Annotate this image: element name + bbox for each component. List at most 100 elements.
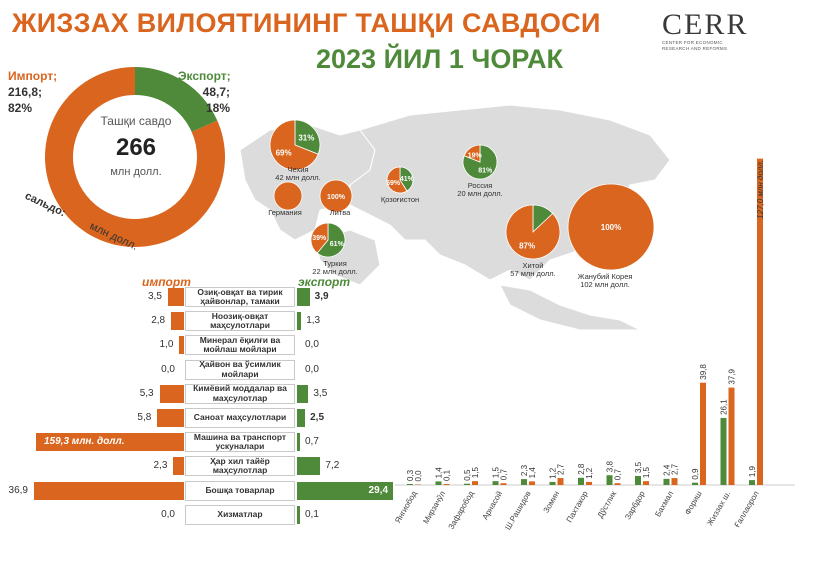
district-import-bar [643, 481, 649, 485]
district-export-bar [663, 478, 670, 485]
commodity-export-bar [297, 409, 306, 427]
country-pie-3: 100% Литва [319, 179, 353, 217]
district-export-bar [435, 481, 442, 485]
country-pie-export-label: 81% [478, 168, 493, 175]
district-export-bar [606, 475, 613, 485]
map-asia [349, 104, 671, 281]
country-pie-import-slice [567, 183, 655, 271]
district-import-bar [700, 382, 706, 485]
district-import-bar [757, 158, 763, 486]
district-export-value: 1,2 [549, 467, 558, 479]
commodity-import-big-value: 159,3 млн. долл. [44, 436, 125, 448]
country-pie-export-label: 61% [330, 241, 345, 248]
commodity-category: Машина ва транспорт ускуналари [185, 432, 295, 453]
commodity-import-bar [173, 457, 184, 476]
district-export-bar [578, 477, 584, 485]
country-pie-export-slice [316, 222, 346, 258]
district-name: Зарбдор [623, 489, 647, 521]
district-import-bar [415, 484, 421, 485]
country-name: Қозоғистон [381, 195, 419, 204]
commodity-export-value: 0,1 [305, 508, 319, 520]
district-import-bar [472, 481, 478, 485]
country-pie-import-slice [463, 144, 481, 163]
district-export-value: 1,4 [435, 467, 444, 479]
export-column-header: экспорт [298, 275, 351, 289]
commodity-export-value: 0,7 [305, 436, 319, 448]
export-summary-label: Экспорт; [178, 69, 231, 83]
commodity-import-bar [157, 409, 184, 427]
district-max-value: 127,0 млн долл. [756, 160, 765, 219]
page-title: ЖИЗЗАХ ВИЛОЯТИНИНГ ТАШҚИ САВДОСИ [12, 8, 601, 38]
commodity-import-value: 2,3 [153, 460, 168, 472]
commodity-category: Ҳар хил тайёр маҳсулотлар [185, 456, 295, 477]
import-summary-value: 216,8; [8, 85, 43, 99]
country-pie-import-label: 39% [312, 235, 327, 242]
district-name: Дўстлик [596, 489, 619, 520]
country-pie-import-label: 59% [386, 180, 401, 187]
district-import-value: 0,7 [500, 469, 509, 481]
district-export-bar [521, 479, 527, 485]
commodity-export-value: 0,0 [305, 339, 319, 351]
commodity-export-bar [297, 481, 393, 500]
district-import-value: 1,4 [528, 467, 537, 479]
district-export-value: 0,3 [406, 469, 415, 481]
district-import-value: 2,7 [671, 463, 680, 475]
export-summary-value: 48,7; [202, 85, 230, 99]
cerr-logo: CERR CENTER FOR ECONOMIC RESEARCH AND RE… [662, 10, 792, 52]
commodity-category: Саноат маҳсулотлари [185, 408, 295, 428]
district-import-value: 0,7 [614, 469, 623, 481]
country-pie-import-label: 87% [519, 242, 535, 251]
district-group: 26,1 37,9 Жиззах ш. [705, 368, 736, 527]
commodity-category: Бошқа товарлар [185, 480, 295, 501]
commodity-import-value: 5,8 [137, 412, 152, 423]
district-name: Пахтакор [565, 489, 590, 524]
district-export-value: 3,8 [606, 461, 615, 473]
country-pie-export-label: 41% [400, 176, 415, 183]
commodity-import-value: 0,0 [161, 363, 175, 375]
district-import-value: 2,7 [557, 463, 566, 475]
country-name: Жанубий Корея [578, 272, 633, 281]
country-amount: 57 млн долл. [510, 269, 555, 278]
district-export-value: 1,5 [492, 466, 501, 478]
district-export-value: 2,3 [520, 464, 529, 476]
district-export-bar [692, 482, 698, 485]
district-group: 1,5 0,7 Арнасой [481, 466, 509, 521]
country-pie-5: 41%59% Қозоғистон [381, 166, 419, 204]
commodity-import-bar [36, 433, 184, 452]
country-pie-export-slice [294, 119, 321, 155]
commodity-category: Хизматлар [185, 504, 295, 525]
map-sea-asia [499, 284, 641, 330]
commodity-import-value: 1,0 [159, 339, 174, 351]
district-name: Зомин [542, 490, 562, 515]
commodity-export-value: 0,0 [305, 363, 319, 375]
country-amount: 22 млн долл. [312, 267, 357, 276]
country-pie-import-label: 19% [468, 152, 483, 159]
commodity-category: Ҳайвон ва ўсимлик мойлари [185, 359, 295, 380]
district-group: 1,2 2,7 Зомин [542, 463, 566, 514]
import-summary: Импорт; 216,8; 82% [8, 68, 57, 116]
district-group: 2,8 1,2 Пахтакор [565, 463, 594, 524]
district-group: 0,3 0,0 Янгиобод [395, 469, 423, 524]
district-export-bar [492, 481, 499, 485]
logo-sub2: RESEARCH AND REFORMS [662, 46, 728, 51]
donut-center-unit: млн долл. [110, 166, 162, 178]
country-amount: 42 млн долл. [275, 173, 320, 182]
logo-sub1: CENTER FOR ECONOMIC [662, 40, 723, 45]
import-summary-share: 82% [8, 101, 33, 115]
commodity-export-bar [297, 457, 321, 476]
donut-center-title: Ташқи савдо [100, 114, 172, 128]
country-name: Чехия [287, 165, 308, 174]
district-import-bar [500, 483, 507, 485]
district-export-bar [464, 483, 470, 485]
district-export-bar [635, 476, 641, 485]
country-name: Германия [268, 208, 302, 217]
district-group: 3,5 1,5 Зарбдор [623, 461, 651, 521]
district-group: 1,4 0,1 Мирзачўл [421, 467, 451, 526]
district-import-value: 1,2 [585, 467, 594, 479]
district-export-value: 2,4 [663, 464, 672, 476]
